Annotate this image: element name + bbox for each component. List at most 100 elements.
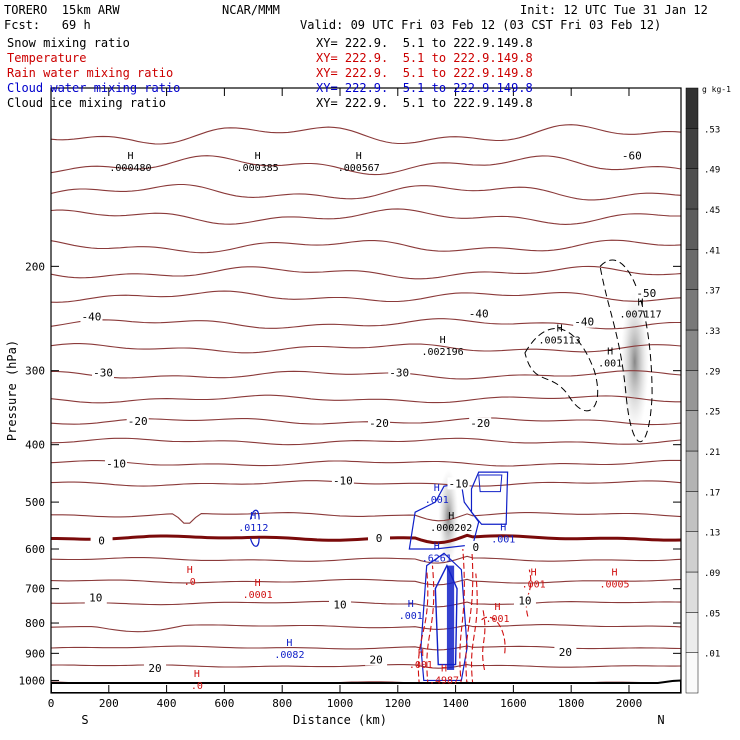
temperature-isotherm bbox=[51, 183, 681, 201]
field-ice-name: Cloud ice mixing ratio bbox=[7, 96, 166, 110]
cloud-maximum-marker: H bbox=[434, 542, 440, 553]
cloud-maximum-marker: H bbox=[286, 638, 292, 649]
south-label: S bbox=[81, 713, 88, 727]
temperature-isotherm bbox=[51, 394, 681, 404]
colorbar-segment bbox=[685, 289, 699, 331]
cloud-water-core bbox=[446, 565, 455, 670]
temperature-label-bg bbox=[467, 307, 490, 320]
field-cloud-name: Cloud water mixing ratio bbox=[7, 81, 181, 95]
colorbar-tick-label: .13 bbox=[704, 529, 720, 539]
valid-time: Valid: 09 UTC Fri 03 Feb 12 (03 CST Fri … bbox=[300, 18, 662, 32]
cloud-water-contour bbox=[478, 474, 503, 493]
colorbar-tick-label: .41 bbox=[704, 246, 720, 256]
center-label: NCAR/MMM bbox=[222, 3, 280, 17]
field-ice-xy: XY= 222.9. 5.1 to 222.9.149.8 bbox=[316, 96, 533, 110]
snow-maximum-value: .000480 bbox=[109, 163, 151, 174]
snow-maximum-marker: H bbox=[638, 297, 644, 308]
temperature-label-bg bbox=[126, 415, 149, 428]
cloud-maximum-value: .6261 bbox=[422, 554, 452, 565]
snow-maximum-value: .000385 bbox=[237, 163, 279, 174]
colorbar-segment bbox=[685, 128, 699, 169]
rain-maximum-marker: H bbox=[187, 565, 193, 576]
colorbar-segment bbox=[685, 491, 699, 532]
snow-maximum-marker: H bbox=[127, 151, 133, 162]
rain-water-contour bbox=[465, 544, 474, 686]
colorbar-segment bbox=[685, 168, 699, 210]
field-temperature-xy: XY= 222.9. 5.1 to 222.9.149.8 bbox=[316, 51, 533, 65]
snow-contour bbox=[524, 327, 599, 412]
temperature-isotherm bbox=[51, 645, 681, 651]
temperature-label-bg bbox=[554, 645, 577, 658]
colorbar-segment bbox=[685, 410, 699, 452]
temperature-label: 10 bbox=[89, 592, 102, 605]
rain-maximum-value: .001 bbox=[485, 614, 509, 625]
temperature-label-bg bbox=[92, 366, 115, 379]
temperature-label: -40 bbox=[574, 316, 594, 329]
x-tick-label: 1200 bbox=[385, 697, 412, 710]
colorbar-tick-label: .01 bbox=[704, 650, 720, 660]
x-tick-label: 200 bbox=[99, 697, 119, 710]
field-snow-name: Snow mixing ratio bbox=[7, 36, 130, 50]
temperature-isotherm bbox=[51, 624, 681, 633]
temperature-label-bg bbox=[368, 417, 391, 430]
temperature-label-bg bbox=[620, 149, 643, 162]
field-snow-xy: XY= 222.9. 5.1 to 222.9.149.8 bbox=[316, 36, 533, 50]
rain-maximum-value: .001 bbox=[522, 580, 546, 591]
x-axis-label: Distance (km) bbox=[293, 713, 387, 727]
cloud-water-contour bbox=[249, 509, 260, 547]
temperature-label: -40 bbox=[82, 310, 102, 323]
colorbar-tick-label: .29 bbox=[704, 367, 720, 377]
colorbar-tick-label: .17 bbox=[704, 488, 720, 498]
temperature-isotherm bbox=[51, 555, 681, 564]
rain-maximum-marker: H bbox=[612, 568, 618, 579]
cloud-maximum-marker: H bbox=[434, 483, 440, 494]
y-axis-label: Pressure (hPa) bbox=[5, 340, 19, 441]
colorbar-segment bbox=[685, 571, 699, 613]
temperature-label-bg bbox=[80, 310, 103, 323]
field-rain-xy: XY= 222.9. 5.1 to 222.9.149.8 bbox=[316, 66, 533, 80]
temperature-label: -20 bbox=[369, 417, 389, 430]
temperature-isotherm bbox=[51, 290, 681, 303]
cloud-maximum-value: .001 bbox=[399, 611, 423, 622]
snow-maximum-value: .000567 bbox=[338, 163, 380, 174]
temperature-label: 0 bbox=[98, 534, 105, 547]
rain-maximum-value: .0001 bbox=[243, 590, 273, 601]
y-tick-label: 400 bbox=[25, 439, 45, 452]
rain-maximum-value: .4987 bbox=[429, 676, 459, 687]
temperature-label: 10 bbox=[518, 595, 531, 608]
rain-maximum-marker: H bbox=[194, 669, 200, 680]
init-time: Init: 12 UTC Tue 31 Jan 12 bbox=[520, 3, 708, 17]
temperature-isotherm bbox=[51, 343, 681, 354]
snow-maximum-marker: H bbox=[356, 151, 362, 162]
temperature-label: 0 bbox=[473, 541, 480, 554]
colorbar-segment bbox=[685, 329, 699, 371]
x-tick-label: 2000 bbox=[616, 697, 643, 710]
temperature-label: -40 bbox=[469, 307, 489, 320]
rain-water-contour bbox=[525, 569, 532, 617]
rain-water-contour bbox=[481, 616, 506, 654]
y-tick-label: 800 bbox=[25, 617, 45, 630]
colorbar-tick-label: .33 bbox=[704, 327, 720, 337]
temperature-isotherm bbox=[51, 600, 681, 608]
ice-maximum-value: .001 bbox=[598, 359, 622, 370]
temperature-isotherm bbox=[51, 459, 681, 467]
y-tick-label: 500 bbox=[25, 496, 45, 509]
north-label: N bbox=[657, 713, 664, 727]
snow-maximum-marker: H bbox=[557, 324, 563, 335]
rain-water-contour bbox=[482, 609, 486, 671]
temperature-label: -30 bbox=[93, 366, 113, 379]
temperature-label: 20 bbox=[559, 646, 572, 659]
rain-maximum-marker: H bbox=[418, 648, 424, 659]
temperature-label: 0 bbox=[376, 532, 383, 545]
temperature-label-bg bbox=[331, 474, 354, 487]
temperature-label-bg bbox=[90, 534, 113, 547]
snow-maximum-value: .002196 bbox=[422, 347, 464, 358]
snow-maximum-marker: H bbox=[255, 151, 261, 162]
temperature-isotherm bbox=[51, 265, 681, 280]
colorbar-unit: g kg-1 bbox=[702, 85, 731, 94]
temperature-isotherm bbox=[51, 155, 681, 176]
rain-maximum-value: .001 bbox=[409, 660, 433, 671]
ice-maximum-value: .000202 bbox=[430, 523, 472, 534]
temperature-label: -20 bbox=[470, 417, 490, 430]
